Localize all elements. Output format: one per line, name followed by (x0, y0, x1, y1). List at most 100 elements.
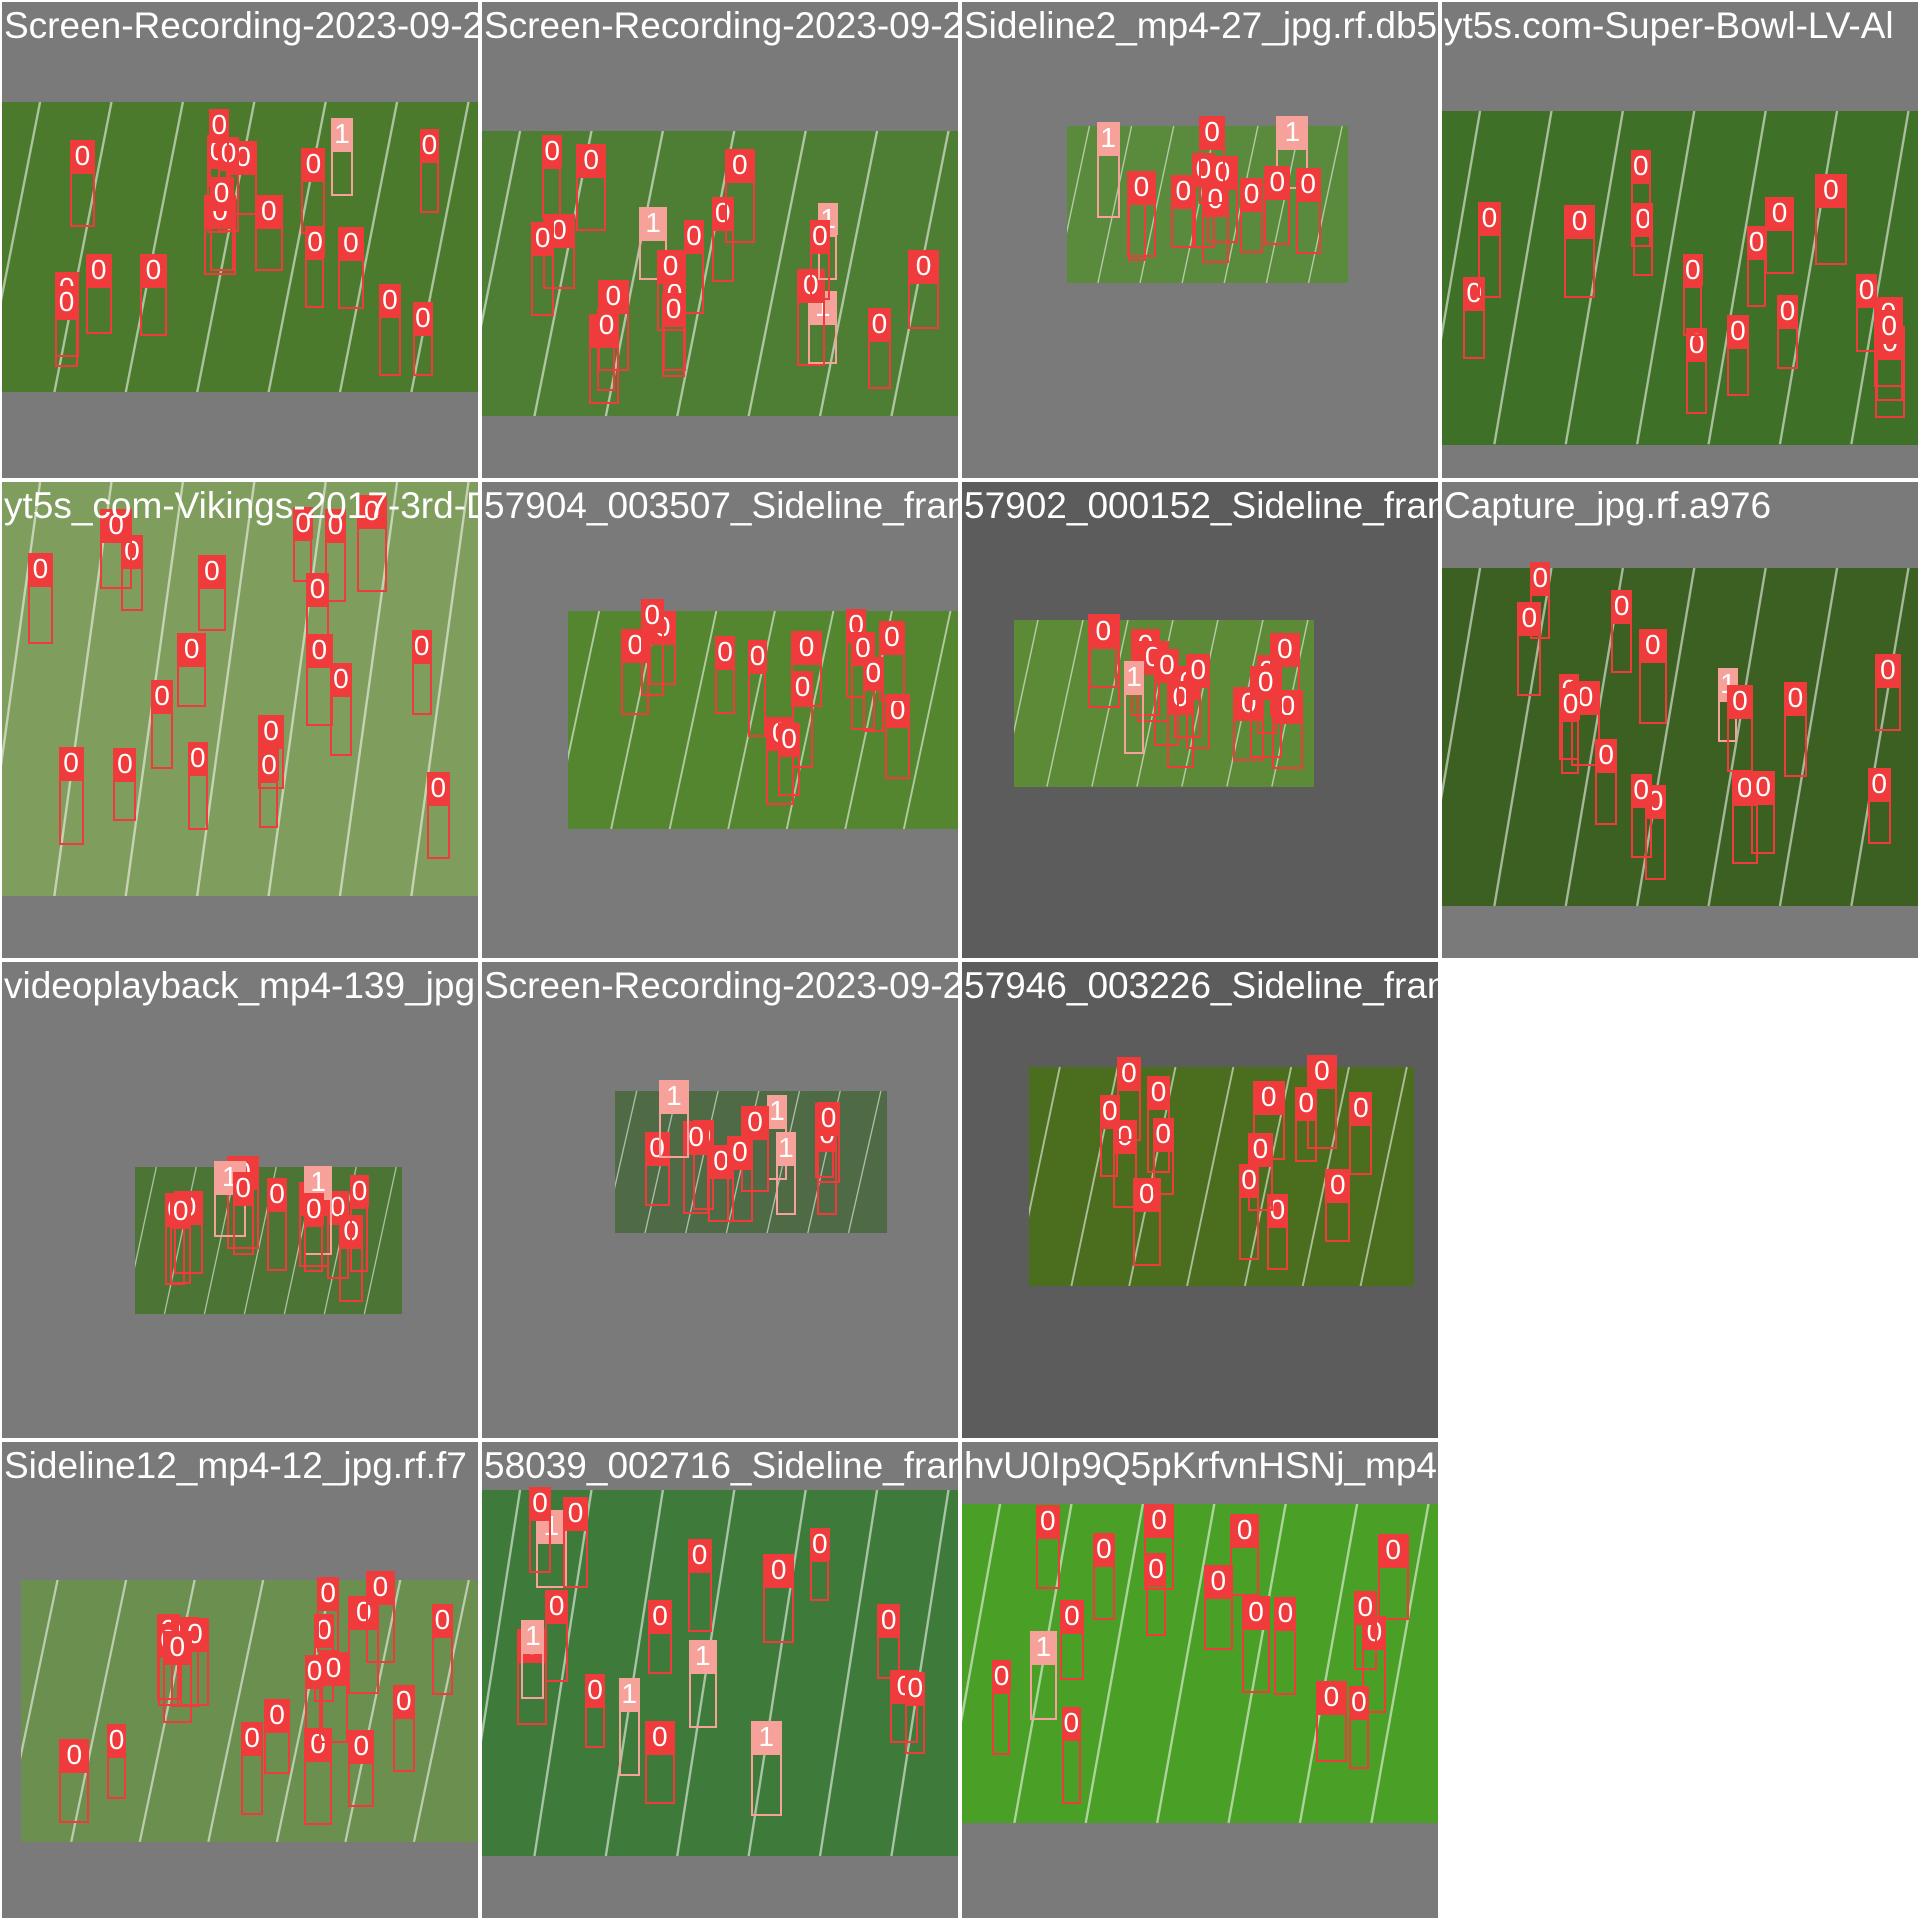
class-label: 0 (542, 134, 562, 167)
detection-box (1146, 1585, 1166, 1636)
field-photo (1442, 111, 1918, 445)
class-label: 0 (27, 553, 53, 586)
detection-box (419, 161, 440, 213)
class-label: 0 (1241, 1595, 1271, 1628)
class-label: 0 (1777, 295, 1798, 328)
class-label: 0 (1353, 1590, 1377, 1623)
detection-box (55, 317, 79, 367)
class-label: 0 (545, 1590, 569, 1623)
tile-filename: Sideline12_mp4-12_jpg.rf.f7 (4, 1445, 467, 1486)
detection-box (1560, 719, 1580, 775)
class-label: 0 (1249, 665, 1282, 698)
detection-box (1611, 621, 1632, 673)
class-label: 0 (991, 1659, 1012, 1692)
detection-box (1241, 1627, 1271, 1694)
class-label: 0 (1630, 774, 1652, 807)
detection-box (790, 663, 823, 708)
detection-box (1186, 686, 1211, 749)
mosaic-tile (1440, 1440, 1920, 1920)
mosaic-tile: 0000000000000157902_000152_Sideline_fram… (960, 480, 1440, 960)
yard-line (1442, 567, 1482, 801)
detection-box (727, 1168, 753, 1222)
class-label: 0 (1202, 182, 1229, 215)
tile-filename: videoplayback_mp4-139_jpg.rf. (4, 965, 480, 1006)
class-label: 0 (868, 308, 891, 341)
yard-lines (1442, 111, 1910, 445)
yard-line (1493, 567, 1553, 906)
class-label: 0 (562, 1496, 589, 1529)
yard-line (1370, 1503, 1430, 1823)
yard-line (1850, 111, 1910, 445)
field-photo (2, 482, 478, 897)
class-label: 0 (258, 714, 284, 747)
yard-line (818, 1489, 879, 1857)
class-label: 0 (392, 1684, 415, 1717)
class-label: 0 (790, 631, 823, 664)
detection-box (426, 803, 450, 859)
class-label: 0 (1867, 768, 1891, 801)
detection-box (1264, 197, 1291, 245)
class-label: 0 (197, 555, 226, 588)
detection-box (366, 1602, 395, 1663)
yard-line (410, 101, 470, 393)
class-label: 0 (683, 220, 704, 253)
detection-box (1132, 1210, 1161, 1266)
detection-box (317, 1608, 340, 1652)
detection-box (304, 1224, 323, 1272)
detection-box (1295, 1118, 1318, 1163)
tile-background (1442, 1442, 1918, 1918)
yard-line (1307, 125, 1343, 283)
detection-box (810, 252, 830, 300)
yard-line (685, 1090, 720, 1234)
detection-box (1295, 200, 1321, 254)
detection-box (1874, 686, 1902, 731)
class-label: 0 (106, 1724, 127, 1757)
detection-box (1202, 214, 1229, 264)
detection-box (209, 209, 234, 271)
detection-box (259, 781, 278, 828)
detection-box (807, 322, 838, 364)
detection-box (58, 779, 84, 845)
class-label: 0 (1247, 1132, 1274, 1165)
class-label: 0 (724, 148, 755, 181)
detection-box (204, 227, 236, 276)
detection-box (319, 1684, 348, 1743)
class-label: 0 (187, 742, 208, 775)
class-label: 0 (1117, 1056, 1141, 1089)
detection-box (392, 1716, 415, 1773)
class-label: 0 (1874, 654, 1902, 687)
detection-box (1814, 206, 1847, 265)
yard-line (338, 482, 399, 897)
class-label: 0 (411, 629, 432, 662)
detection-box (140, 285, 167, 337)
yard-line (1359, 1066, 1408, 1286)
yard-line (2, 482, 42, 767)
class-label: 0 (255, 195, 283, 228)
detection-box (640, 631, 664, 697)
detection-box (1645, 816, 1666, 881)
class-label: 0 (1295, 168, 1321, 201)
yard-line (344, 1580, 402, 1842)
class-label: 0 (1154, 648, 1180, 681)
class-label: 0 (1059, 1600, 1085, 1633)
yard-lines (21, 1580, 470, 1842)
class-label: 0 (317, 1576, 340, 1609)
detection-box (885, 725, 911, 780)
tile-filename: 57904_003507_Sideline_frame29_jpg.rf.475 (484, 485, 960, 526)
detection-box (1764, 229, 1795, 275)
tile-filename: yt5s.com-Super-Bowl-LV-Al (1444, 5, 1894, 46)
class-label: 1 (751, 1720, 782, 1753)
class-label: 0 (177, 632, 207, 665)
yard-line (1091, 620, 1130, 787)
class-label: 0 (379, 284, 401, 317)
class-label: 0 (1240, 178, 1264, 211)
class-label: 0 (1315, 1680, 1348, 1713)
class-label: 0 (1633, 203, 1654, 236)
detection-box (1348, 1718, 1369, 1769)
yard-lines (1442, 567, 1910, 906)
class-label: 0 (140, 253, 167, 286)
detection-box (1233, 719, 1265, 762)
detection-box (180, 1649, 210, 1706)
detection-box (644, 1163, 670, 1207)
class-label: 1 (659, 1079, 689, 1112)
